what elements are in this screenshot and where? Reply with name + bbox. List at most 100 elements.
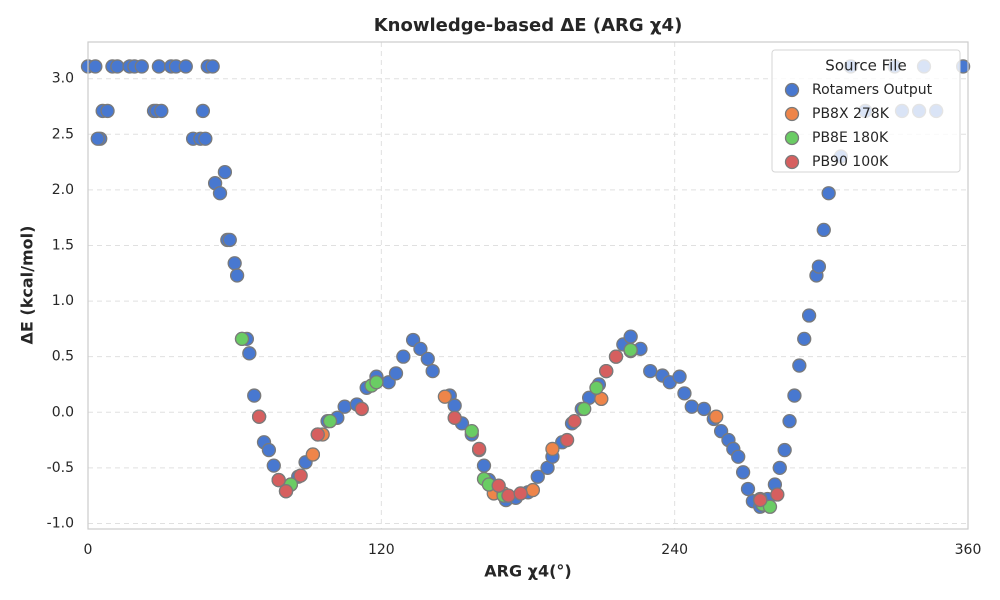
- x-tick-label: 360: [955, 542, 982, 558]
- point: [471, 441, 487, 457]
- point: [525, 482, 541, 498]
- point: [797, 331, 812, 347]
- point: [643, 363, 658, 379]
- y-tick-label: -0.5: [47, 460, 74, 476]
- point: [396, 349, 411, 364]
- x-tick-label: 120: [368, 542, 395, 558]
- point: [195, 103, 211, 119]
- point: [447, 410, 462, 425]
- point: [251, 409, 267, 424]
- point: [530, 469, 545, 484]
- point: [623, 342, 638, 358]
- point: [271, 472, 286, 488]
- point: [623, 329, 638, 344]
- point: [577, 401, 592, 417]
- point: [787, 388, 802, 403]
- x-tick-label: 0: [84, 542, 93, 558]
- point: [821, 186, 836, 201]
- point: [100, 103, 115, 119]
- point: [205, 59, 220, 74]
- point: [513, 486, 528, 501]
- point: [369, 375, 384, 390]
- point: [234, 331, 250, 347]
- y-tick-label: 3.0: [52, 71, 74, 87]
- point: [212, 186, 228, 201]
- point: [696, 401, 712, 417]
- y-tick-label: -1.0: [47, 515, 74, 531]
- point: [198, 131, 213, 146]
- point: [388, 366, 404, 381]
- y-tick-label: 0.0: [52, 404, 74, 420]
- point: [801, 308, 817, 323]
- point: [740, 481, 756, 497]
- y-tick-label: 1.5: [52, 237, 74, 253]
- point: [545, 441, 560, 457]
- point: [222, 232, 237, 248]
- legend-marker: [784, 106, 800, 122]
- y-tick-label: 0.5: [52, 349, 74, 365]
- legend-marker: [784, 82, 800, 98]
- point: [476, 458, 492, 473]
- point: [322, 413, 338, 429]
- point: [599, 363, 614, 379]
- point: [151, 59, 167, 74]
- y-axis-label: ΔE (kcal/mol): [18, 226, 37, 345]
- point: [567, 413, 582, 429]
- point: [608, 349, 624, 364]
- point: [134, 59, 149, 74]
- point: [227, 256, 242, 271]
- point: [491, 478, 506, 493]
- point: [772, 460, 787, 475]
- legend-marker: [784, 130, 800, 146]
- y-tick-label: 2.0: [52, 182, 74, 198]
- chart-title: Knowledge-based ΔE (ARG χ4): [374, 15, 683, 36]
- point: [753, 492, 768, 508]
- x-tick-label: 240: [661, 542, 688, 558]
- plot-frame: [87, 41, 969, 530]
- point: [816, 222, 831, 238]
- point: [777, 442, 792, 458]
- point: [425, 363, 440, 379]
- point: [178, 59, 193, 74]
- y-tick-label: 1.0: [52, 293, 74, 309]
- point: [589, 380, 604, 395]
- point: [762, 499, 778, 514]
- point: [559, 432, 575, 448]
- legend-marker: [784, 154, 800, 170]
- point: [261, 442, 277, 458]
- legend-label: PB8E 180K: [812, 130, 889, 146]
- point: [811, 259, 827, 274]
- point: [247, 388, 262, 403]
- x-axis-label: ARG χ4(°): [484, 562, 571, 581]
- point: [792, 358, 807, 373]
- point: [229, 268, 245, 283]
- legend-label: PB8X 278K: [812, 106, 890, 122]
- point: [88, 59, 103, 74]
- point: [310, 427, 325, 442]
- point: [770, 487, 785, 502]
- point: [782, 413, 797, 429]
- point: [305, 447, 321, 462]
- point: [110, 59, 125, 74]
- legend-label: PB90 100K: [812, 154, 889, 170]
- point: [684, 399, 699, 414]
- legend-box: [771, 49, 961, 173]
- point: [354, 401, 369, 417]
- point: [337, 399, 352, 414]
- point: [735, 465, 751, 480]
- point: [217, 164, 233, 180]
- point: [677, 386, 692, 401]
- y-tick-label: 2.5: [52, 126, 74, 142]
- point: [672, 369, 687, 384]
- point: [278, 484, 294, 499]
- point: [437, 389, 453, 404]
- point: [464, 424, 479, 439]
- point: [90, 131, 105, 146]
- point: [501, 488, 516, 503]
- legend-label: Rotamers Output: [812, 82, 933, 98]
- legend-title: Source File: [825, 57, 906, 75]
- point: [154, 103, 169, 119]
- point: [709, 409, 724, 424]
- point: [266, 458, 281, 473]
